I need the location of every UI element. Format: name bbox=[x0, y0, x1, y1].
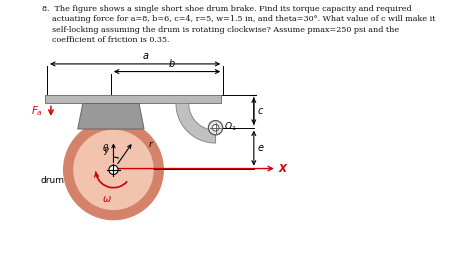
Text: a: a bbox=[142, 51, 148, 61]
Text: b: b bbox=[169, 59, 175, 69]
Text: $\theta$: $\theta$ bbox=[102, 142, 109, 153]
Circle shape bbox=[212, 124, 218, 131]
Text: actuating force for a=8, b=6, c=4, r=5, w=1.5 in, and theta=30°. What value of c: actuating force for a=8, b=6, c=4, r=5, … bbox=[42, 15, 434, 23]
Text: self-locking assuming the drum is rotating clockwise? Assume pmax=250 psi and th: self-locking assuming the drum is rotati… bbox=[42, 26, 398, 34]
Text: $\omega$: $\omega$ bbox=[102, 194, 112, 204]
Polygon shape bbox=[78, 103, 144, 129]
Circle shape bbox=[109, 165, 118, 174]
Text: y: y bbox=[103, 146, 109, 155]
Text: $F_a$: $F_a$ bbox=[31, 104, 43, 118]
Circle shape bbox=[74, 130, 153, 209]
Text: r: r bbox=[148, 140, 152, 149]
Circle shape bbox=[208, 120, 222, 135]
Text: c: c bbox=[257, 106, 262, 116]
Text: 8.  The figure shows a single short shoe drum brake. Find its torque capacity an: 8. The figure shows a single short shoe … bbox=[42, 5, 411, 13]
Text: $O_1$: $O_1$ bbox=[223, 120, 236, 133]
Text: coefficient of friction is 0.35.: coefficient of friction is 0.35. bbox=[42, 36, 169, 44]
Bar bbox=[45, 94, 220, 103]
Text: drum: drum bbox=[40, 175, 64, 184]
Circle shape bbox=[64, 120, 163, 220]
Polygon shape bbox=[175, 103, 215, 143]
Text: shoe: shoe bbox=[87, 109, 108, 117]
Text: e: e bbox=[257, 143, 263, 153]
Text: X: X bbox=[277, 164, 285, 174]
